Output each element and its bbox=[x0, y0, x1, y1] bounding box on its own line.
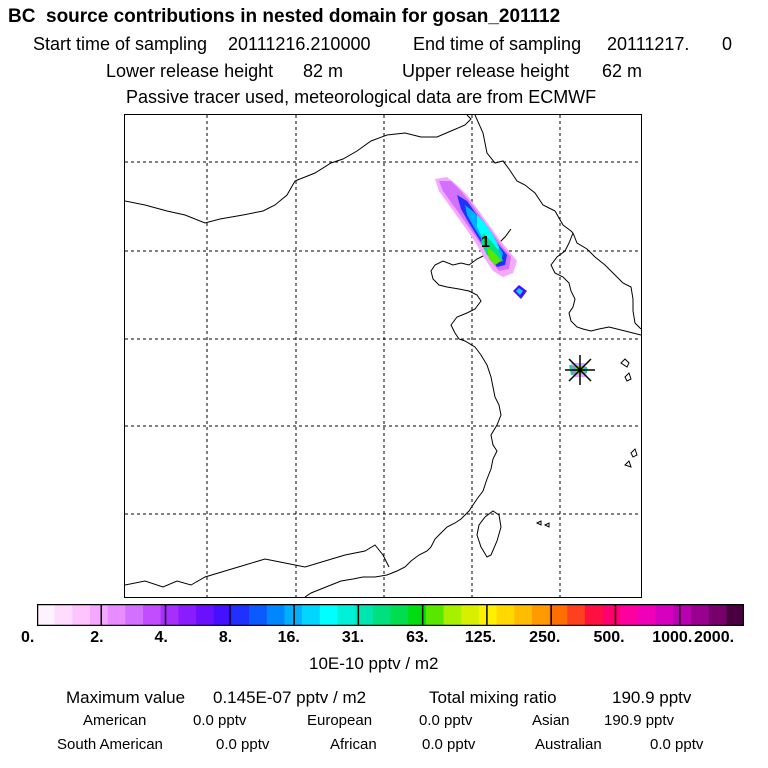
colorbar-segment bbox=[54, 604, 73, 626]
colorbar-segment bbox=[337, 604, 356, 626]
colorbar-tick-label: 2000. bbox=[694, 629, 735, 646]
colorbar-segment bbox=[690, 604, 710, 626]
colorbar-segment bbox=[496, 604, 515, 626]
upper-release-label: Upper release height bbox=[402, 61, 570, 81]
colorbar-segment bbox=[673, 604, 692, 626]
colorbar-segment bbox=[390, 604, 409, 626]
region-value: 0.0 pptv bbox=[419, 712, 473, 729]
colorbar-segment bbox=[302, 604, 321, 626]
colorbar-tick-label: 250. bbox=[529, 629, 561, 646]
region-name: European bbox=[307, 712, 373, 729]
map-panel: 1 bbox=[124, 114, 642, 598]
region-value: 0.0 pptv bbox=[193, 712, 247, 729]
colorbar-segment bbox=[461, 604, 480, 626]
colorbar bbox=[37, 604, 744, 626]
tracer-note: Passive tracer used, meteorological data… bbox=[126, 87, 597, 107]
colorbar-segment bbox=[160, 604, 179, 626]
lower-release-value: 82 m bbox=[303, 61, 344, 81]
colorbar-segment bbox=[178, 604, 197, 626]
colorbar-tick-label: 16. bbox=[277, 629, 300, 646]
colorbar-segment bbox=[249, 604, 268, 626]
graticule bbox=[125, 115, 641, 597]
coastlines bbox=[125, 115, 641, 597]
colorbar-segment bbox=[531, 604, 551, 626]
colorbar-tick-label: 1000. bbox=[652, 629, 693, 646]
colorbar-segment bbox=[231, 604, 250, 626]
colorbar-segment bbox=[637, 604, 657, 626]
max-value: 0.145E-07 pptv / m2 bbox=[213, 688, 367, 707]
colorbar-segment bbox=[125, 604, 144, 626]
colorbar-segment bbox=[266, 604, 285, 626]
colorbar-segment bbox=[143, 604, 162, 626]
receptor-marker-icon bbox=[565, 355, 595, 385]
colorbar-tick-label: 8. bbox=[218, 629, 233, 646]
colorbar-tick-label: 2. bbox=[90, 629, 104, 646]
end-time-value: 20111217. bbox=[607, 34, 690, 54]
colorbar-tick-label: 0. bbox=[21, 629, 35, 646]
region-value: 190.9 pptv bbox=[604, 712, 675, 729]
colorbar-unit: 10E-10 pptv / m2 bbox=[309, 654, 439, 673]
plot-title: BC source contributions in nested domain… bbox=[8, 6, 561, 27]
lower-release-label: Lower release height bbox=[106, 61, 274, 81]
colorbar-tick-label: 31. bbox=[341, 629, 365, 646]
colorbar-segment bbox=[37, 604, 56, 626]
colorbar-border bbox=[37, 604, 744, 626]
colorbar-tick-label: 4. bbox=[154, 629, 168, 646]
source-marker-label: 1 bbox=[481, 234, 490, 251]
end-time-hour: 0 bbox=[722, 34, 733, 54]
colorbar-segment bbox=[655, 604, 674, 626]
colorbar-tick-label: 63. bbox=[406, 629, 429, 646]
colorbar-tick-label: 125. bbox=[464, 629, 497, 646]
colorbar-segment bbox=[708, 604, 727, 626]
colorbar-segment bbox=[549, 604, 568, 626]
max-value-label: Maximum value bbox=[66, 688, 186, 707]
colorbar-segment bbox=[213, 604, 232, 626]
map-canvas: 1 bbox=[125, 115, 641, 597]
colorbar-segment bbox=[584, 604, 604, 626]
colorbar-segment bbox=[443, 604, 462, 626]
colorbar-segment bbox=[408, 604, 427, 626]
region-value: 0.0 pptv bbox=[422, 736, 476, 753]
colorbar-segment bbox=[196, 604, 215, 626]
colorbar-segment bbox=[90, 604, 109, 626]
region-name: African bbox=[330, 736, 377, 753]
colorbar-segment bbox=[567, 604, 586, 626]
region-value: 0.0 pptv bbox=[216, 736, 270, 753]
colorbar-segment bbox=[602, 604, 621, 626]
region-name: American bbox=[83, 712, 147, 729]
colorbar-segment bbox=[355, 604, 374, 626]
region-name: South American bbox=[57, 736, 163, 753]
colorbar-segment bbox=[514, 604, 533, 626]
region-value: 0.0 pptv bbox=[650, 736, 704, 753]
region-name: Australian bbox=[535, 736, 602, 753]
concentration-plume bbox=[435, 177, 587, 377]
colorbar-segment bbox=[726, 604, 744, 626]
colorbar-segment bbox=[372, 604, 391, 626]
upper-release-value: 62 m bbox=[602, 61, 643, 81]
colorbar-segment bbox=[107, 604, 126, 626]
colorbar-segment bbox=[478, 604, 498, 626]
colorbar-segment bbox=[319, 604, 338, 626]
start-time-value: 20111216.210000 bbox=[228, 34, 371, 54]
colorbar-tick-label: 500. bbox=[593, 629, 625, 646]
colorbar-segment bbox=[72, 604, 91, 626]
total-mixing-value: 190.9 pptv bbox=[612, 688, 692, 707]
start-time-label: Start time of sampling bbox=[33, 34, 208, 54]
colorbar-segment bbox=[425, 604, 445, 626]
region-name: Asian bbox=[532, 712, 570, 729]
total-mixing-label: Total mixing ratio bbox=[429, 688, 557, 707]
colorbar-segment bbox=[620, 604, 639, 626]
end-time-label: End time of sampling bbox=[413, 34, 582, 54]
